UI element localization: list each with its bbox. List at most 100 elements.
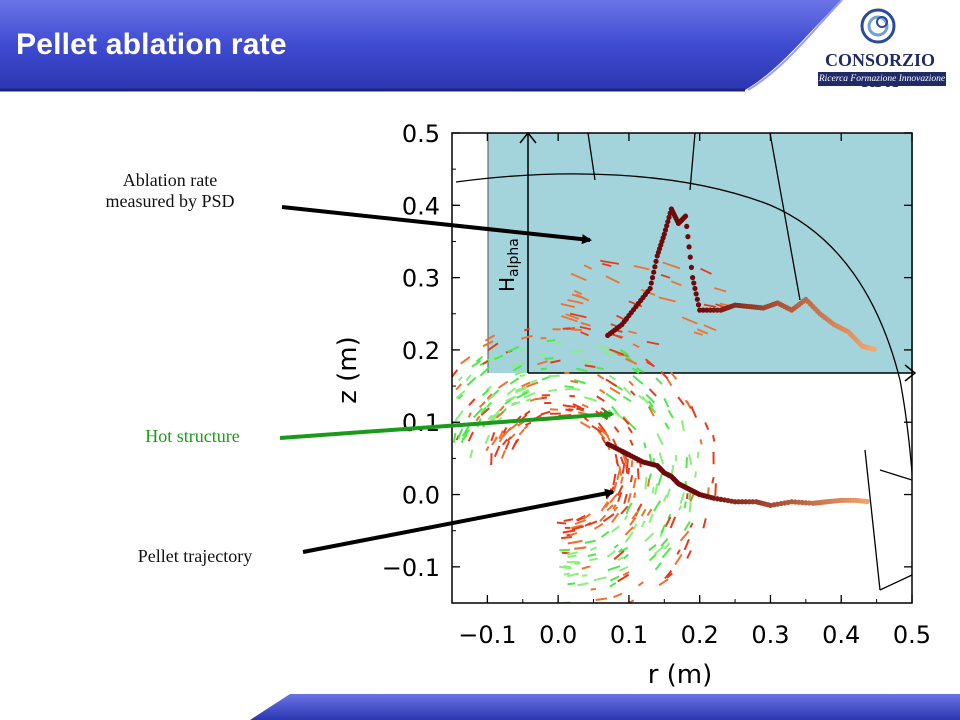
hot-structure-dash xyxy=(480,406,487,415)
annotation-ablation-line1: Ablation rate xyxy=(122,170,218,190)
hot-structure-dash xyxy=(482,340,494,348)
ablation-dash xyxy=(714,287,727,293)
y-tick-label: 0.1 xyxy=(402,409,440,437)
ablation-dash xyxy=(575,293,590,302)
hot-structure-dash xyxy=(471,359,482,368)
hot-structure-arrow xyxy=(279,409,614,440)
hot-structure-dash xyxy=(577,516,584,522)
hot-structure-dash xyxy=(570,350,584,353)
ablation-dash xyxy=(700,267,712,275)
hot-structure-dash xyxy=(494,354,504,361)
hot-structure-dash xyxy=(600,530,610,538)
hot-structure-dash xyxy=(523,327,531,332)
series-2-point xyxy=(871,346,877,352)
hot-structure-dash xyxy=(468,398,476,406)
hot-structure-dash xyxy=(486,393,493,400)
hot-structure-dash xyxy=(454,410,464,422)
hot-structure-dash xyxy=(648,388,657,397)
x-tick-label: 0.5 xyxy=(893,621,931,649)
hot-structure-dash xyxy=(566,327,576,330)
slide-title: Pellet ablation rate xyxy=(16,28,287,61)
hot-structure-dash xyxy=(597,429,606,440)
hot-structure-dash xyxy=(493,445,501,458)
hot-structure-dash xyxy=(511,439,518,451)
hot-structure-dash xyxy=(487,414,493,421)
hot-structure-dash xyxy=(509,377,520,385)
hot-structure-dash xyxy=(609,582,617,588)
hot-structure-dash xyxy=(683,538,690,551)
hot-structure-dash xyxy=(636,468,640,480)
hot-structure-dash xyxy=(679,530,690,542)
logo: CONSORZIO RFX Ricerca Formazione Innovaz… xyxy=(812,6,952,91)
y-tick-label: 0.4 xyxy=(402,192,440,220)
hot-structure-dash xyxy=(581,565,591,570)
hot-structure-dash xyxy=(648,553,657,562)
series-2-point xyxy=(690,275,696,281)
hot-structure-dash xyxy=(646,478,651,487)
hot-structure-dash xyxy=(529,397,538,403)
hot-structure-dash xyxy=(658,452,664,465)
ablation-arrow xyxy=(281,205,592,245)
hot-structure-dash xyxy=(648,544,657,552)
hot-structure-dash xyxy=(688,454,693,465)
hot-structure-dash xyxy=(625,357,638,365)
series-2-point xyxy=(685,234,691,240)
annotation-hot-line1: Hot structure xyxy=(145,426,240,446)
hot-structure-dash xyxy=(563,518,574,523)
hot-structure-dash xyxy=(523,424,529,430)
hot-structure-dash xyxy=(506,436,512,442)
hot-structure-dash xyxy=(541,375,551,381)
hot-structure-dash xyxy=(670,464,675,475)
hot-structure-dash xyxy=(660,538,669,547)
x-tick-label: 0.0 xyxy=(539,621,577,649)
y-tick-label: −0.1 xyxy=(382,554,440,582)
hot-structure-dash xyxy=(624,531,634,543)
series-2-point xyxy=(686,244,692,250)
y-tick-label: 0.0 xyxy=(402,482,440,510)
hot-structure-dash xyxy=(689,522,694,528)
ablation-dash xyxy=(605,275,620,284)
hot-structure-dash xyxy=(465,374,472,382)
hot-structure-dash xyxy=(613,543,619,549)
hot-structure-dash xyxy=(475,355,484,363)
hot-structure-dash xyxy=(521,388,530,395)
hot-structure-dash xyxy=(562,404,576,409)
hot-structure-dash xyxy=(596,366,604,371)
ablation-dash xyxy=(660,274,671,279)
hot-structure-dash xyxy=(466,376,477,387)
inset-label-main: H xyxy=(495,277,519,292)
series-2-point xyxy=(651,269,657,275)
hot-structure-dash xyxy=(587,520,598,526)
hot-structure-dash xyxy=(452,369,459,378)
hot-structure-dash xyxy=(567,540,578,545)
hot-structure-dash xyxy=(613,506,619,512)
hot-structure-dash xyxy=(584,539,596,544)
hot-structure-dash xyxy=(619,349,629,356)
hot-structure-dash xyxy=(677,396,685,406)
hot-structure-dash xyxy=(563,565,571,569)
hot-structure-dash xyxy=(685,493,689,499)
inset-panel xyxy=(487,131,917,382)
ablation-dash xyxy=(560,302,576,309)
hot-structure-dash xyxy=(702,518,707,529)
hot-structure-dash xyxy=(623,493,628,504)
hot-structure-dash xyxy=(510,400,521,407)
series-2-point xyxy=(688,264,695,270)
hot-structure-dash xyxy=(548,374,560,378)
hot-structure-dash xyxy=(507,345,520,353)
hot-structure-dash xyxy=(571,524,583,529)
y-tick-label: 0.5 xyxy=(402,120,440,148)
hot-structure-dash xyxy=(499,405,505,412)
hot-structure-dash xyxy=(602,513,615,523)
ablation-dash xyxy=(580,331,589,337)
hot-structure-dash xyxy=(457,376,463,382)
hot-structure-dash xyxy=(525,397,532,402)
hot-structure-dash xyxy=(502,438,508,446)
series-2-point xyxy=(648,280,654,286)
axis-ticks: −0.1 0.0 0.1 0.2 0.3 0.4 0.5 0.5 0.4 0.3 0.2 0.1 0.0… xyxy=(382,120,931,649)
hot-structure-dash xyxy=(690,405,698,418)
hot-structure-dash xyxy=(567,572,580,578)
annotation-ablation-line2: measured by PSD xyxy=(105,191,235,211)
hot-structure-dash xyxy=(666,572,673,579)
